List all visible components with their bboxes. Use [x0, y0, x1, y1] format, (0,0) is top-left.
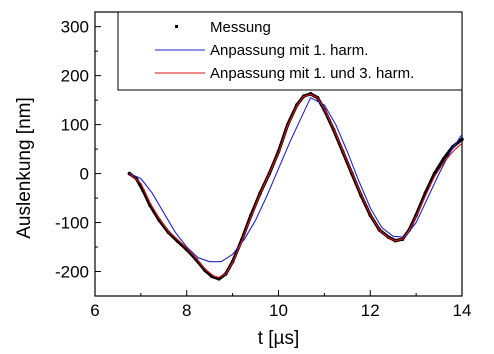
legend-entry-messung: Messung	[175, 19, 271, 36]
x-tick-label: 12	[361, 301, 380, 320]
x-tick-label: 10	[269, 301, 288, 320]
y-tick-label: 200	[61, 67, 89, 86]
data-point	[166, 230, 171, 235]
y-tick-label: 300	[61, 18, 89, 37]
series-line-messung	[128, 92, 464, 281]
x-tick-label: 6	[90, 301, 99, 320]
legend-label-messung: Messung	[210, 19, 271, 36]
series-harm1	[129, 97, 463, 263]
legend-entry-harm1: Anpassung mit 1. harm.	[155, 42, 368, 59]
legend: Messung Anpassung mit 1. harm. Anpassung…	[117, 11, 463, 91]
data-point	[441, 157, 446, 161]
x-tick-label: 8	[182, 301, 191, 320]
legend-label-harm13: Anpassung mit 1. und 3. harm.	[210, 65, 414, 82]
y-tick-label: 0	[80, 165, 89, 184]
x-axis: 6 8 10 12 14	[90, 290, 471, 320]
legend-entry-harm13: Anpassung mit 1. und 3. harm.	[155, 65, 414, 82]
y-tick-label: -100	[55, 214, 89, 233]
y-tick-label: -200	[55, 263, 89, 282]
legend-marker-messung	[175, 25, 178, 28]
series-line-harm13	[129, 93, 463, 278]
data-point	[460, 137, 464, 142]
series-messung	[127, 91, 464, 281]
data-point	[217, 277, 221, 281]
y-axis-title: Auslenkung [nm]	[14, 97, 35, 239]
x-tick-label: 14	[453, 301, 472, 320]
x-axis-title: t [µs]	[258, 328, 300, 349]
series-layer	[127, 91, 464, 281]
y-tick-label: 100	[61, 116, 89, 135]
series-harm13	[129, 93, 463, 278]
legend-label-harm1: Anpassung mit 1. harm.	[210, 42, 368, 59]
y-axis: -200 -100 0 100 200 300	[55, 18, 101, 282]
series-line-harm1	[129, 97, 463, 263]
